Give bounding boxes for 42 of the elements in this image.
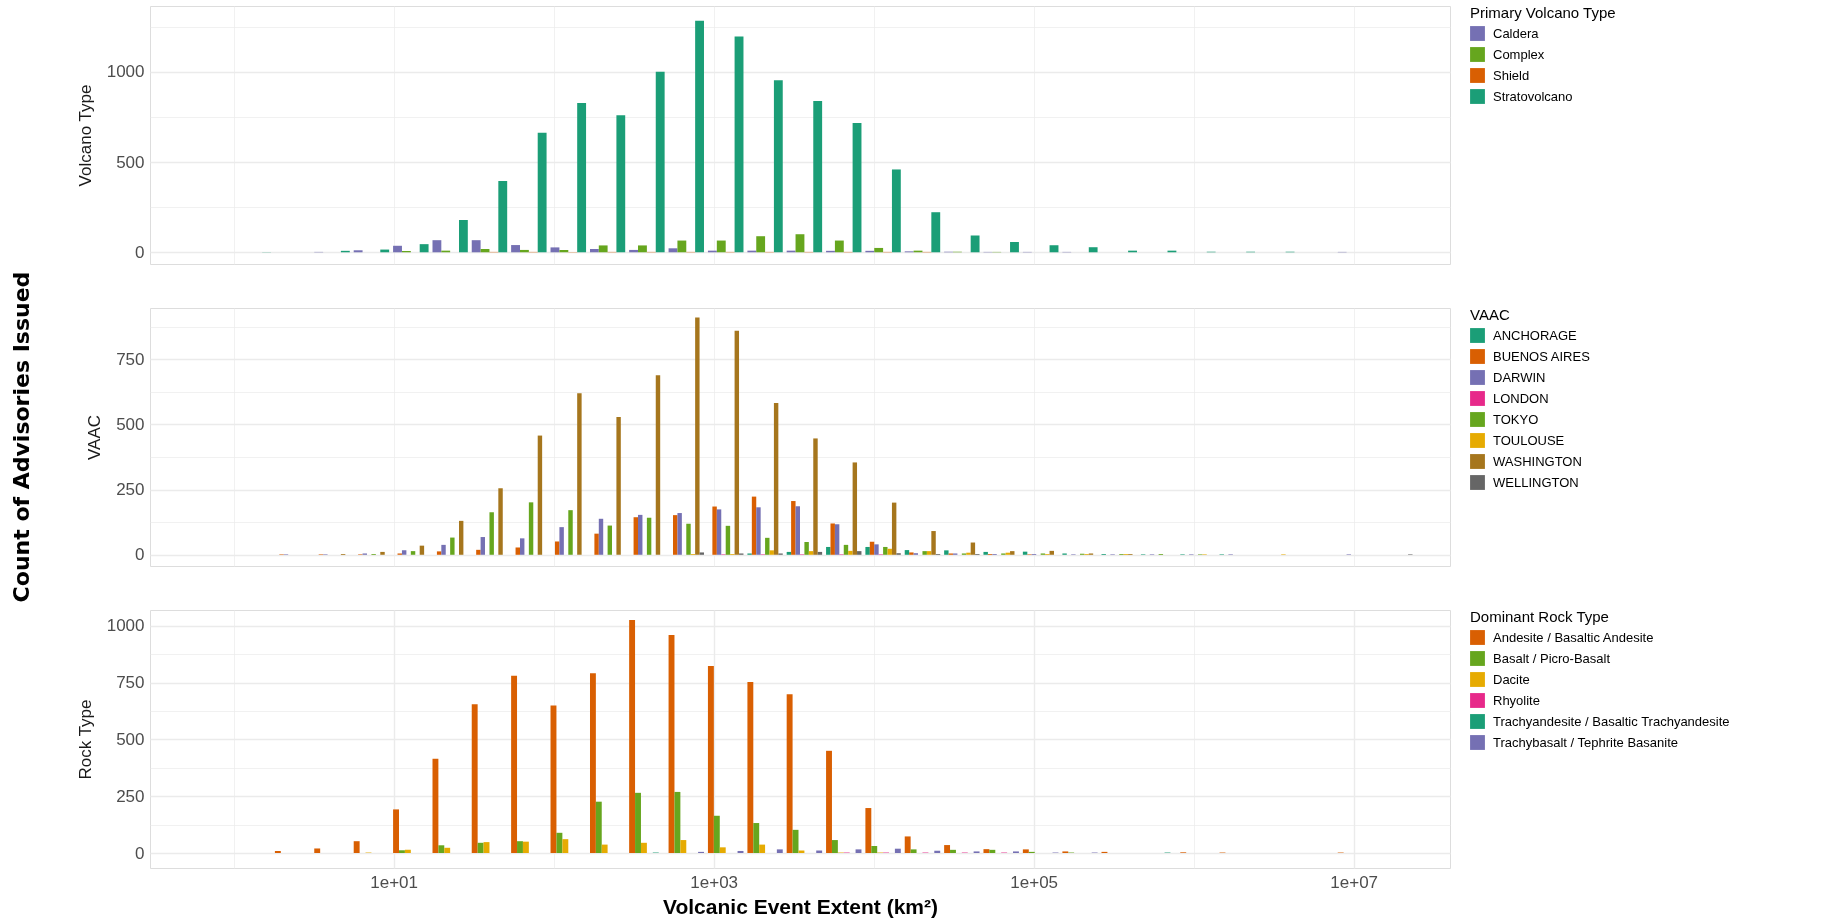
legend-label: BUENOS AIRES (1493, 348, 1591, 364)
y-tick-label: 1000 (106, 616, 145, 636)
legend-label: Stratovolcano (1493, 88, 1573, 104)
y-tick-label: 750 (116, 673, 145, 693)
x-tick-label: 1e+05 (1010, 872, 1059, 892)
legend-label: Complex (1493, 46, 1545, 62)
legend-label: Shield (1493, 67, 1530, 83)
legend-title: VAAC (1470, 306, 1510, 323)
text: Rhyolite (1493, 692, 1540, 708)
y-tick-label: 250 (116, 480, 145, 500)
legend-label: TOKYO (1493, 411, 1539, 427)
legend-label: WELLINGTON (1493, 474, 1579, 490)
y-tick-label: 500 (116, 729, 145, 749)
text: Dacite (1493, 671, 1530, 687)
y-tick-label: 0 (135, 545, 145, 565)
x-axis-title: Volcanic Event Extent (km²) (662, 894, 939, 918)
y-axis-title: Volcano Type (75, 84, 95, 187)
y-axis-title: VAAC (85, 414, 105, 461)
legend-label: TOULOUSE (1493, 432, 1565, 448)
legend-title: Primary Volcano Type (1470, 4, 1616, 21)
x-tick-label: 1e+07 (1330, 872, 1379, 892)
y-tick-label: 0 (135, 843, 145, 863)
y-tick-label: 500 (116, 414, 145, 434)
legend-label: LONDON (1493, 390, 1549, 406)
y-axis-title: Rock Type (75, 699, 95, 780)
legend-label: ANCHORAGE (1493, 327, 1578, 343)
text: Count of Advisories Issued (9, 271, 34, 603)
y-tick-label: 1000 (106, 62, 145, 82)
y-tick-label: 500 (116, 152, 145, 172)
legend-label: WASHINGTON (1493, 453, 1582, 469)
legend-label: Trachybasalt / Tephrite Basanite (1493, 734, 1678, 750)
y-tick-label: 750 (116, 349, 145, 369)
legend-title: Dominant Rock Type (1470, 608, 1609, 625)
text: Andesite / Basaltic Andesite (1493, 629, 1654, 645)
legend-label: DARWIN (1493, 369, 1546, 385)
text: Basalt / Picro-Basalt (1493, 650, 1611, 666)
y-tick-label: 250 (116, 786, 145, 806)
y-tick-label: 0 (135, 242, 145, 262)
x-tick-label: 1e+01 (370, 872, 419, 892)
x-tick-label: 1e+03 (690, 872, 739, 892)
legend-label: Trachyandesite / Basaltic Trachyandesite (1493, 713, 1730, 729)
legend-label: Caldera (1493, 25, 1540, 41)
